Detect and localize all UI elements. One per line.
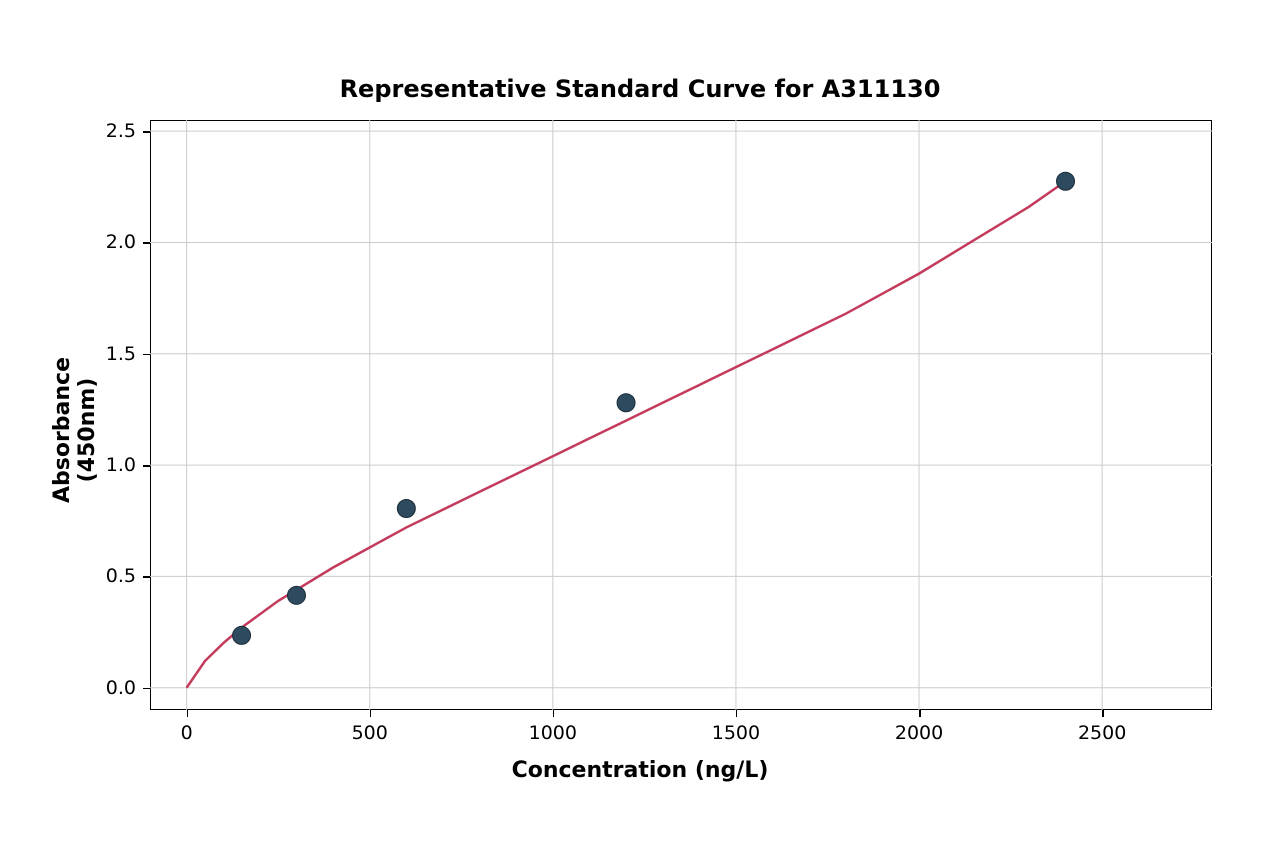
y-tick-label: 2.5 (106, 120, 136, 142)
x-tick-mark (1102, 710, 1104, 717)
y-tick-label: 1.5 (106, 343, 136, 365)
x-axis-label: Concentration (ng/L) (512, 758, 769, 783)
x-tick-label: 2000 (895, 722, 943, 744)
x-tick-mark (553, 710, 555, 717)
y-tick-mark (143, 465, 150, 467)
x-tick-label: 500 (352, 722, 388, 744)
y-tick-label: 2.0 (106, 231, 136, 253)
chart-container: Representative Standard Curve for A31113… (0, 0, 1280, 845)
y-tick-mark (143, 354, 150, 356)
plot-area (150, 120, 1212, 710)
y-tick-label: 1.0 (106, 454, 136, 476)
chart-title: Representative Standard Curve for A31113… (0, 75, 1280, 103)
x-tick-mark (187, 710, 189, 717)
y-tick-mark (143, 576, 150, 578)
x-tick-label: 1000 (529, 722, 577, 744)
x-tick-mark (370, 710, 372, 717)
y-axis-label: Absorbance (450nm) (50, 305, 100, 555)
x-tick-label: 1500 (712, 722, 760, 744)
y-tick-label: 0.5 (106, 565, 136, 587)
x-tick-label: 2500 (1078, 722, 1126, 744)
x-tick-mark (736, 710, 738, 717)
y-tick-mark (143, 688, 150, 690)
y-tick-label: 0.0 (106, 677, 136, 699)
y-tick-mark (143, 242, 150, 244)
x-tick-label: 0 (181, 722, 193, 744)
y-tick-mark (143, 131, 150, 133)
x-tick-mark (919, 710, 921, 717)
